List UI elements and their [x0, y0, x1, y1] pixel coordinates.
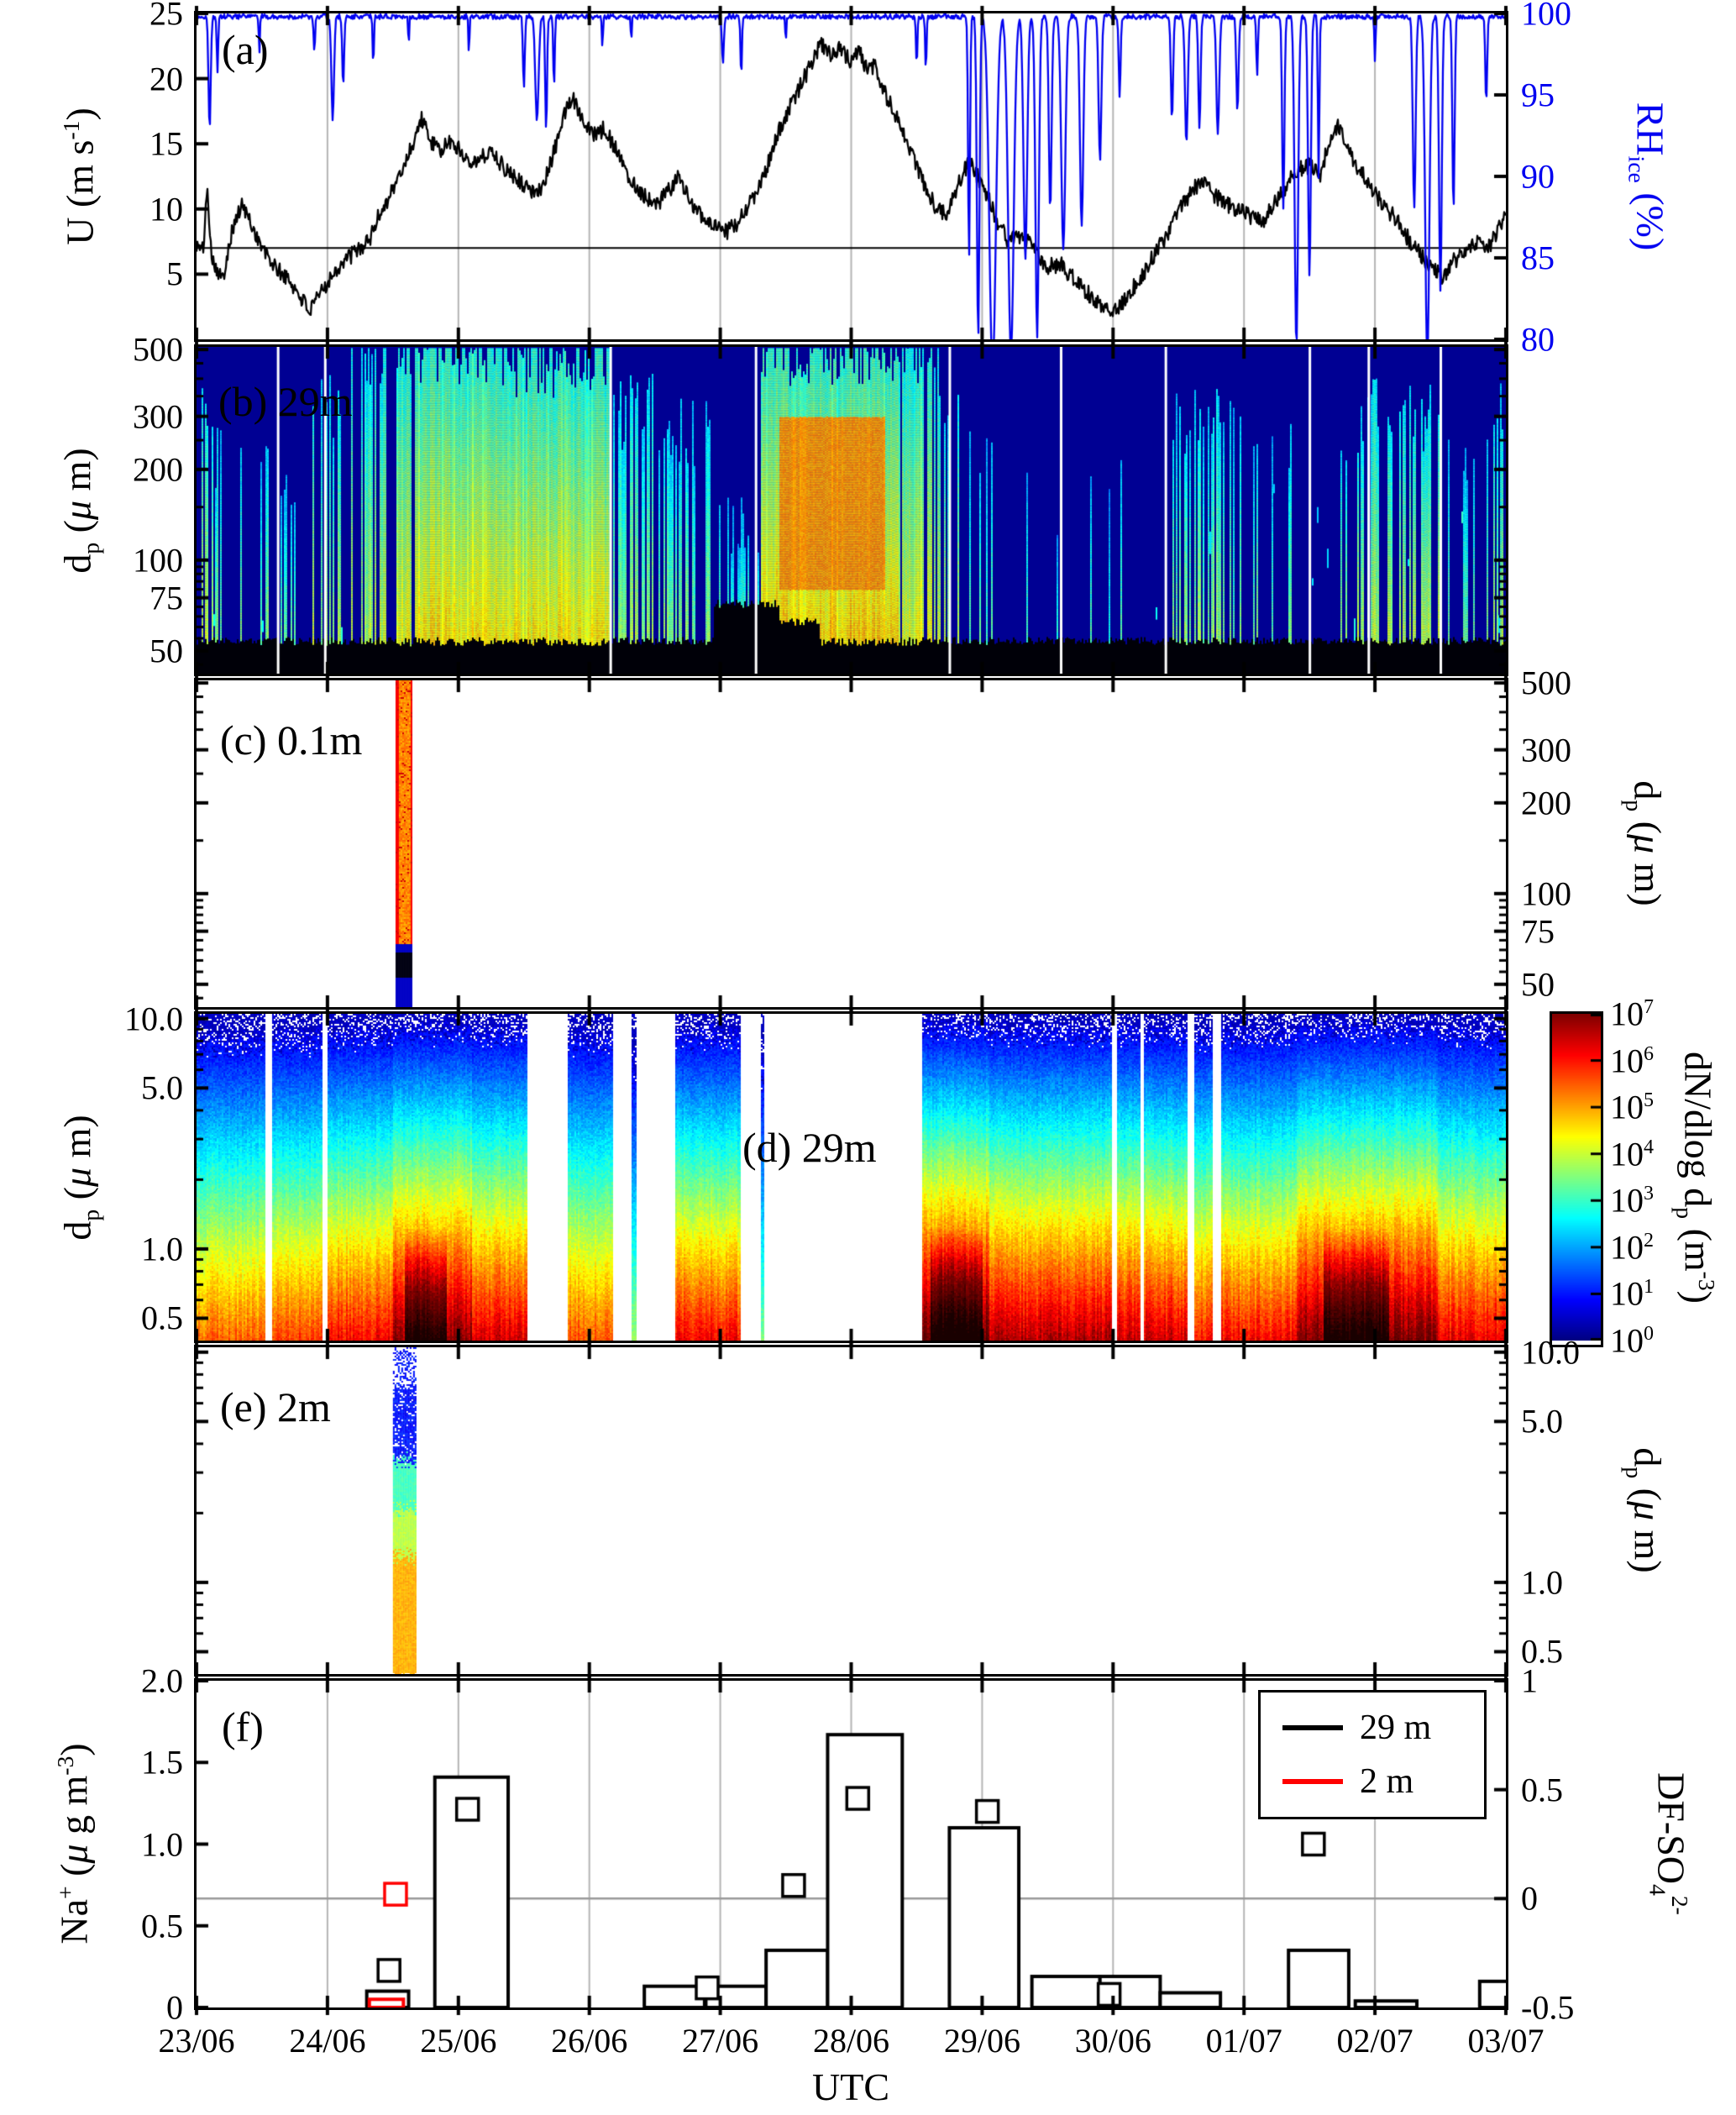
y-axis-label-dp-panel-e: dp (μ m) [1621, 1447, 1670, 1573]
panel-b-snow-spectrogram-29m: (b) 29m [194, 344, 1508, 676]
panel-a-label: (a) [222, 26, 269, 73]
panel-a-plot-canvas [197, 13, 1506, 339]
panel-b-plot-canvas [197, 347, 1506, 674]
panel-a-wind-rh: (a) [194, 11, 1508, 342]
legend-line-2m-icon [1282, 1779, 1343, 1784]
y-axis-label-rh-ice: RHice (%) [1623, 102, 1672, 251]
panel-c-label: (c) 0.1m [220, 716, 363, 764]
colorbar-label: dN/dlog dp (m-3) [1671, 1051, 1720, 1304]
legend-line-29m-icon [1282, 1725, 1343, 1730]
legend-row-2m: 2 m [1261, 1755, 1484, 1808]
panel-e-label: (e) 2m [220, 1383, 331, 1430]
y-axis-label-wind: U (m s-1) [58, 108, 102, 245]
panel-e-plot-canvas [197, 1347, 1506, 1674]
legend: 29 m 2 m [1258, 1690, 1487, 1819]
y-axis-label-df-so4: DF-SO42- [1644, 1772, 1693, 1915]
panel-d-label: (d) 29m [742, 1124, 877, 1171]
panel-e-aerosol-spectrogram-2m: (e) 2m [194, 1345, 1508, 1677]
panel-d-plot-canvas [197, 1014, 1506, 1341]
colorbar [1550, 1011, 1603, 1347]
panel-c-snow-spectrogram-0p1m: (c) 0.1m [194, 678, 1508, 1010]
y-axis-label-dp-panel-b: dp (μ m) [55, 448, 104, 574]
panel-f-label: (f) [222, 1703, 264, 1750]
y-axis-label-sodium: Na+ (μ g m-3) [52, 1743, 96, 1944]
panel-b-label: (b) 29m [218, 378, 353, 425]
panel-c-plot-canvas [197, 680, 1506, 1007]
y-axis-label-dp-panel-c: dp (μ m) [1621, 780, 1670, 906]
y-axis-label-dp-panel-d: dp (μ m) [55, 1115, 104, 1241]
legend-label-2m: 2 m [1360, 1762, 1414, 1801]
x-axis-label: UTC [812, 2065, 889, 2108]
legend-row-29m: 29 m [1261, 1701, 1484, 1755]
legend-label-29m: 29 m [1360, 1708, 1432, 1747]
panel-d-aerosol-spectrogram-29m: (d) 29m [194, 1011, 1508, 1343]
colorbar-canvas [1552, 1014, 1601, 1341]
